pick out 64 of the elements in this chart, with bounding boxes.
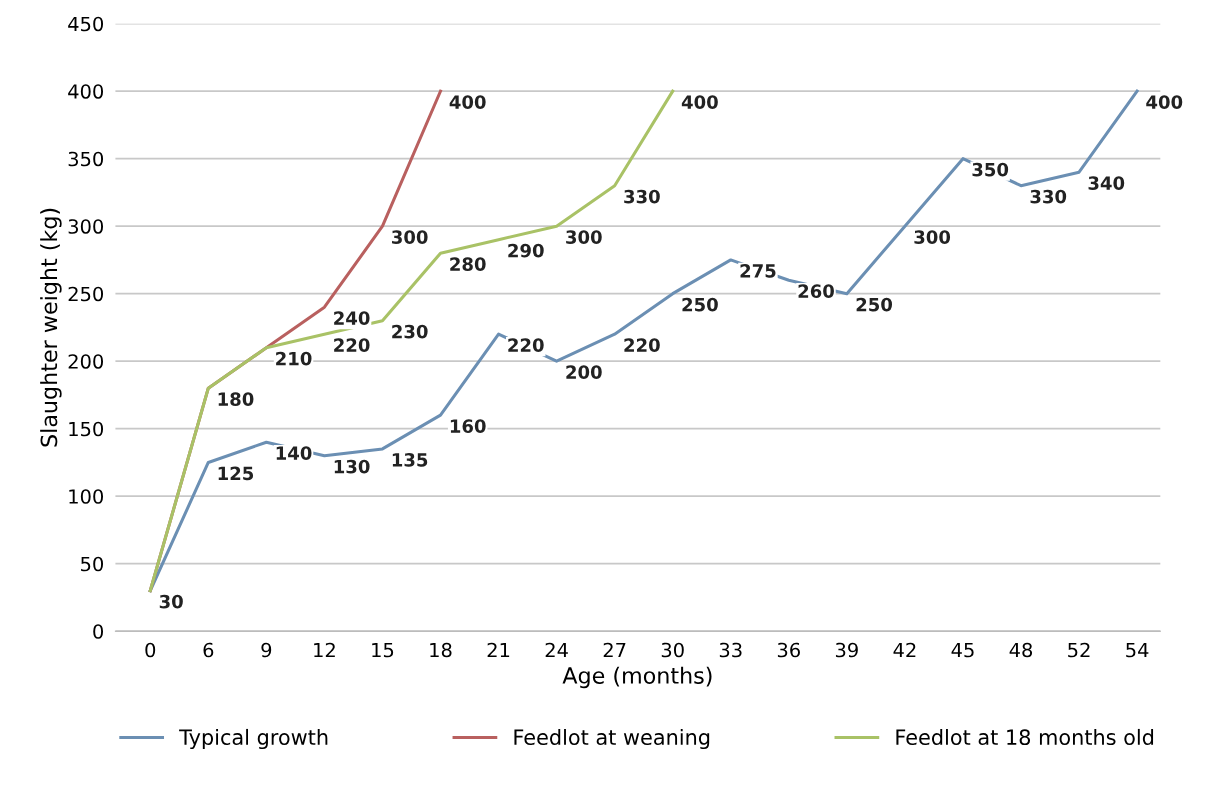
x-tick-label: 52 bbox=[1068, 642, 1090, 658]
data-label: 125 bbox=[218, 466, 254, 481]
data-label: 30 bbox=[159, 594, 183, 609]
data-label: 300 bbox=[566, 230, 602, 244]
data-label: 240 bbox=[334, 311, 370, 325]
legend-label: Feedlot at 18 months old bbox=[896, 728, 1154, 746]
data-label: 220 bbox=[508, 338, 544, 352]
x-tick-label: 45 bbox=[951, 642, 974, 658]
x-tick-label: 42 bbox=[893, 642, 916, 658]
legend-label: Typical growth bbox=[179, 728, 328, 750]
x-tick-label: 21 bbox=[487, 642, 510, 658]
x-tick-label: 27 bbox=[603, 642, 626, 658]
y-axis-title: Slaughter weight (kg) bbox=[40, 208, 62, 447]
data-label: 180 bbox=[218, 392, 254, 406]
x-tick-label: 12 bbox=[314, 642, 335, 658]
y-tick-label: 250 bbox=[68, 286, 104, 302]
data-label: 250 bbox=[856, 297, 893, 312]
y-tick-label: 200 bbox=[68, 354, 104, 369]
y-tick-label: 450 bbox=[68, 16, 104, 32]
data-label: 280 bbox=[450, 257, 486, 271]
data-label: 160 bbox=[450, 419, 486, 433]
x-tick-label: 33 bbox=[719, 642, 742, 658]
data-label: 220 bbox=[334, 338, 370, 352]
x-tick-label: 48 bbox=[1009, 642, 1033, 658]
data-label: 350 bbox=[972, 162, 1009, 177]
data-label: 135 bbox=[392, 453, 428, 467]
x-tick-label: 24 bbox=[545, 642, 568, 658]
data-label: 130 bbox=[334, 459, 370, 474]
x-tick-label: 0 bbox=[145, 642, 156, 658]
x-tick-label: 6 bbox=[203, 642, 214, 658]
x-tick-label: 18 bbox=[430, 642, 452, 658]
data-label: 400 bbox=[681, 95, 718, 109]
data-label: 330 bbox=[624, 189, 660, 204]
data-label: 340 bbox=[1088, 176, 1125, 190]
data-label: 300 bbox=[392, 230, 428, 244]
y-tick-label: 300 bbox=[68, 219, 104, 234]
data-label: 275 bbox=[740, 264, 776, 278]
x-tick-label: 54 bbox=[1126, 642, 1149, 658]
data-label: 400 bbox=[1146, 95, 1183, 109]
data-label: 260 bbox=[798, 284, 834, 298]
x-tick-label: 9 bbox=[261, 642, 272, 658]
y-tick-label: 0 bbox=[93, 624, 104, 639]
y-tick-label: 50 bbox=[81, 556, 104, 572]
data-label: 220 bbox=[624, 338, 660, 352]
data-label: 290 bbox=[508, 243, 544, 258]
legend-label: Feedlot at weaning bbox=[514, 728, 710, 750]
data-label: 400 bbox=[449, 95, 486, 109]
y-tick-label: 150 bbox=[69, 421, 104, 437]
data-label: 330 bbox=[1030, 189, 1067, 204]
y-tick-label: 100 bbox=[69, 489, 104, 504]
data-label: 210 bbox=[276, 351, 312, 366]
x-axis-title: Age (months) bbox=[562, 666, 712, 689]
data-label: 230 bbox=[392, 324, 428, 339]
y-tick-label: 400 bbox=[68, 84, 104, 99]
x-tick-label: 39 bbox=[835, 642, 858, 658]
line-series bbox=[148, 89, 675, 593]
y-tick-label: 350 bbox=[68, 151, 104, 167]
data-label: 300 bbox=[914, 230, 951, 244]
x-tick-label: 36 bbox=[777, 642, 800, 658]
x-tick-label: 15 bbox=[372, 642, 394, 658]
x-tick-label: 30 bbox=[661, 642, 684, 658]
data-label: 140 bbox=[276, 446, 312, 460]
data-label: 200 bbox=[566, 365, 602, 379]
data-label: 250 bbox=[682, 297, 718, 312]
